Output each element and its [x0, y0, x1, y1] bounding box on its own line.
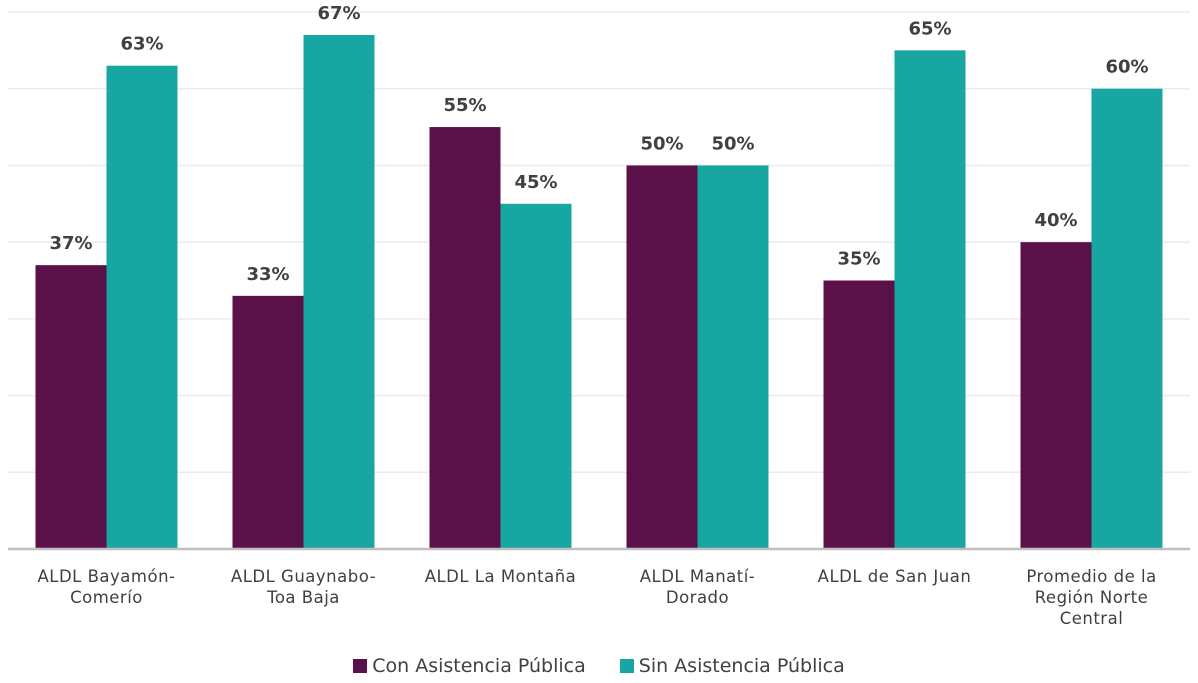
data-label: 35% [837, 249, 880, 270]
bar-con [626, 165, 698, 549]
bar-con [35, 265, 107, 549]
category-label: ALDL Manatí- [640, 567, 756, 586]
data-label: 65% [908, 18, 951, 39]
bar-sin [894, 50, 966, 549]
category-label: ALDL Bayamón- [37, 567, 175, 586]
category-label: Región Norte [1035, 588, 1149, 607]
bar-con [1020, 242, 1092, 549]
category-label: Promedio de la [1026, 567, 1156, 586]
category-label: ALDL Guaynabo- [231, 567, 376, 586]
category-label: Central [1060, 609, 1124, 628]
legend-item-con: Con Asistencia Pública [353, 655, 586, 677]
data-label: 37% [49, 233, 92, 254]
legend-item-sin: Sin Asistencia Pública [619, 655, 845, 677]
legend-label-con: Con Asistencia Pública [372, 655, 586, 677]
bar-sin [697, 165, 769, 549]
bar-con [232, 295, 304, 549]
category-label: ALDL La Montaña [425, 567, 577, 586]
bar-sin [500, 203, 572, 550]
data-label: 60% [1105, 57, 1148, 78]
legend-swatch-sin [619, 659, 634, 673]
data-label: 40% [1034, 210, 1077, 231]
bar-sin [303, 35, 375, 550]
data-label: 55% [443, 95, 486, 116]
bar-con [429, 127, 501, 550]
legend-swatch-con [353, 659, 368, 673]
data-label: 63% [120, 34, 163, 55]
data-label: 50% [640, 133, 683, 154]
data-label: 67% [317, 3, 360, 24]
bar-con [823, 280, 895, 549]
data-label: 50% [711, 133, 754, 154]
chart-plot: 37% 63% ALDL Bayamón- Comerío 33% 67% ALDL Gua… [8, 3, 1190, 628]
data-label: 33% [246, 264, 289, 285]
category-label: ALDL de San Juan [818, 567, 972, 586]
legend: Con Asistencia Pública Sin Asistencia Pú… [0, 655, 1198, 677]
data-label: 45% [514, 172, 557, 193]
category-label: Comerío [70, 588, 143, 607]
bar-sin [106, 65, 178, 549]
category-label: Toa Baja [266, 588, 340, 607]
legend-label-sin: Sin Asistencia Pública [638, 655, 845, 677]
bar-sin [1091, 88, 1163, 549]
category-label: Dorado [666, 588, 729, 607]
